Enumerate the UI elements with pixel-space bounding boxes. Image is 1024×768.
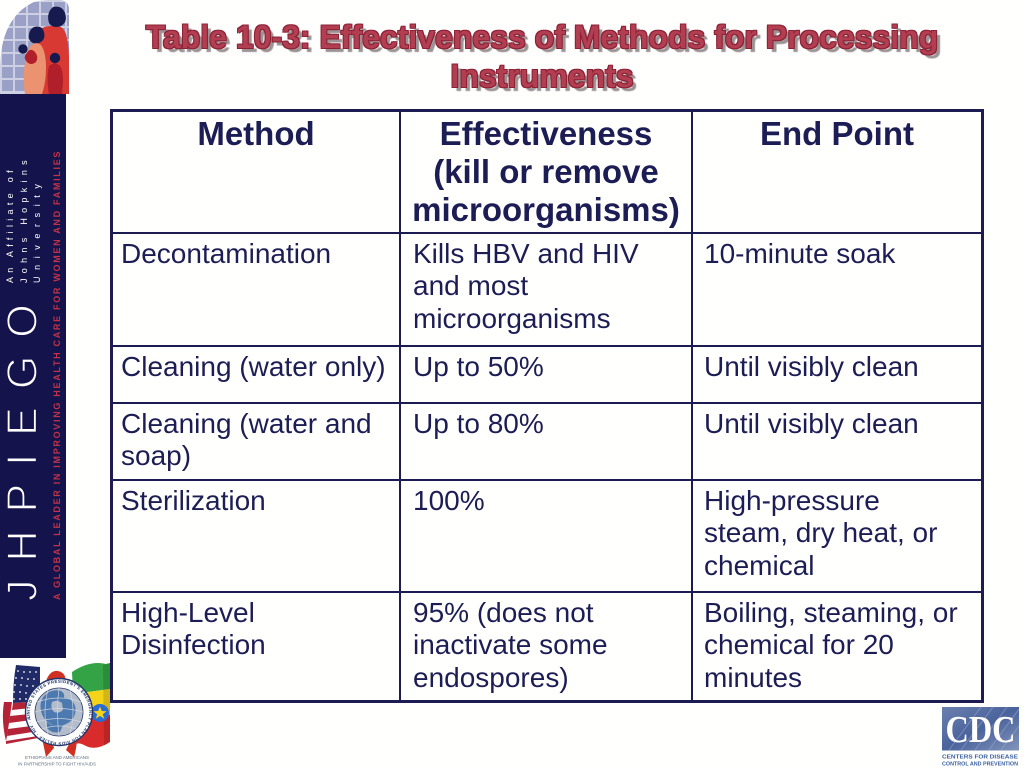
svg-text:CENTERS FOR DISEASE: CENTERS FOR DISEASE xyxy=(942,755,1018,761)
svg-text:CONTROL AND PREVENTION: CONTROL AND PREVENTION xyxy=(942,762,1018,768)
svg-text:ETHIOPIANS AND AMERICANS: ETHIOPIANS AND AMERICANS xyxy=(25,755,89,760)
svg-text:CDC: CDC xyxy=(946,709,1016,751)
svg-text:IN PARTNERSHIP TO FIGHT HIV/AI: IN PARTNERSHIP TO FIGHT HIV/AIDS xyxy=(18,762,96,767)
